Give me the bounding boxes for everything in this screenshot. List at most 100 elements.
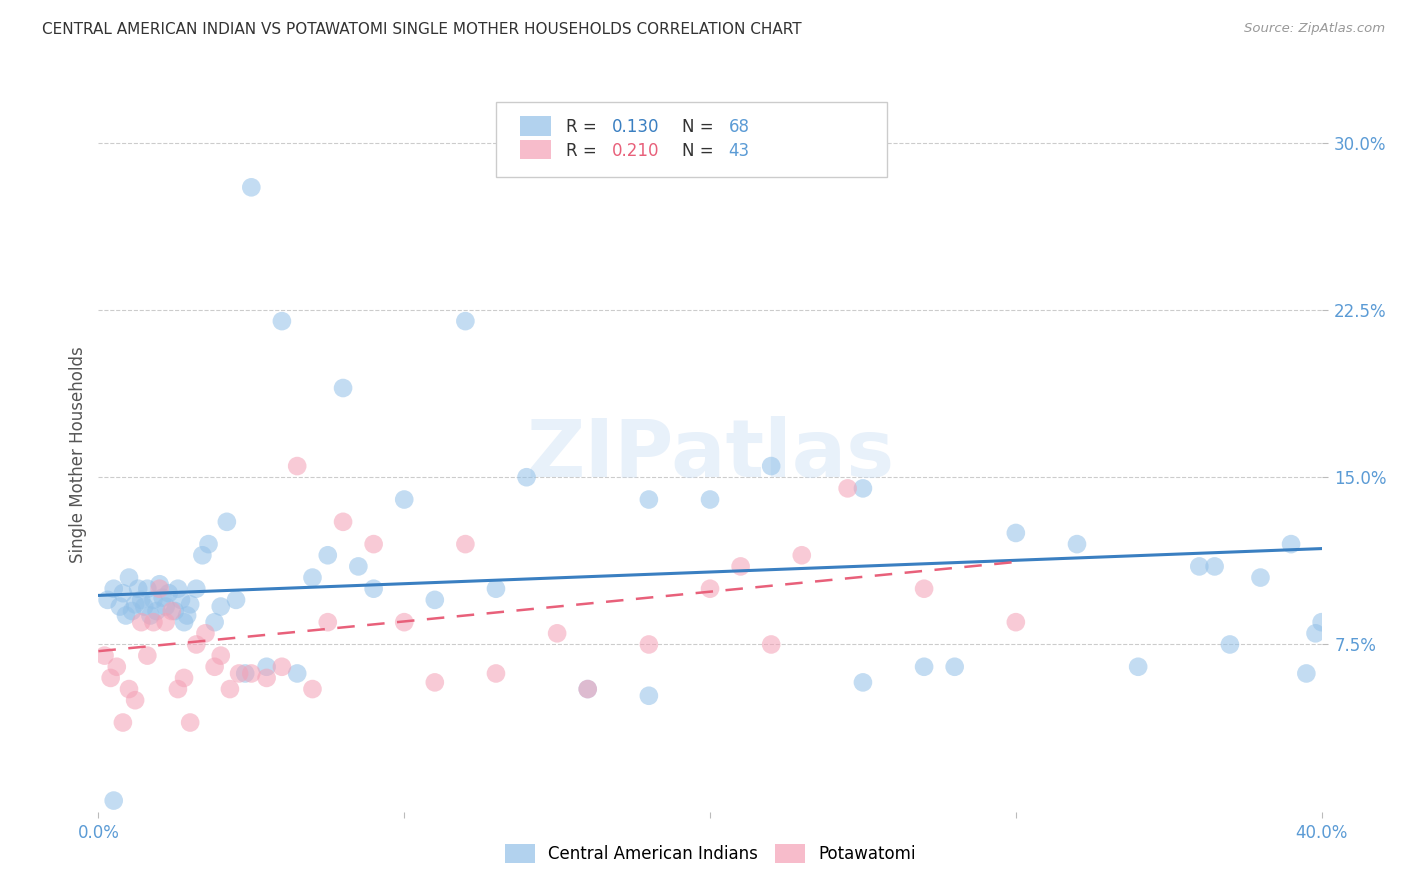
Point xyxy=(197,537,219,551)
Point xyxy=(347,559,370,574)
Point xyxy=(1305,626,1327,640)
Y-axis label: Single Mother Households: Single Mother Households xyxy=(69,347,87,563)
Point xyxy=(115,608,138,623)
Point xyxy=(191,548,214,563)
Point xyxy=(454,537,477,551)
Text: R =: R = xyxy=(565,142,602,160)
Point xyxy=(160,604,183,618)
Point xyxy=(316,548,339,563)
Point xyxy=(1279,537,1302,551)
Point xyxy=(912,582,935,596)
Point xyxy=(546,626,568,640)
Point xyxy=(219,681,242,696)
Point xyxy=(124,693,146,707)
Point xyxy=(118,571,141,585)
Point xyxy=(1128,660,1150,674)
Point xyxy=(454,314,477,328)
Point xyxy=(301,681,323,696)
Point xyxy=(637,637,661,651)
Point xyxy=(142,615,165,630)
Text: CENTRAL AMERICAN INDIAN VS POTAWATOMI SINGLE MOTHER HOUSEHOLDS CORRELATION CHART: CENTRAL AMERICAN INDIAN VS POTAWATOMI SI… xyxy=(42,22,801,37)
Point xyxy=(637,492,661,507)
Point xyxy=(576,681,599,696)
Text: 0.210: 0.210 xyxy=(612,142,659,160)
Text: 68: 68 xyxy=(728,119,749,136)
Point xyxy=(730,559,752,574)
Point xyxy=(167,582,190,596)
Point xyxy=(240,180,263,194)
Point xyxy=(228,666,250,681)
Point xyxy=(1219,637,1241,651)
Point xyxy=(152,591,174,605)
Point xyxy=(127,582,149,596)
FancyBboxPatch shape xyxy=(520,139,551,160)
Point xyxy=(256,660,278,674)
Point xyxy=(699,582,721,596)
Point xyxy=(155,599,177,614)
Point xyxy=(225,592,247,607)
Point xyxy=(392,615,416,630)
Point xyxy=(392,492,416,507)
Point xyxy=(516,470,538,484)
Point xyxy=(256,671,278,685)
Point xyxy=(121,604,143,618)
Point xyxy=(423,592,446,607)
Point xyxy=(912,660,935,674)
Point xyxy=(316,615,339,630)
Point xyxy=(136,582,159,596)
Point xyxy=(186,637,208,651)
Point xyxy=(852,482,875,496)
Text: N =: N = xyxy=(682,142,718,160)
Legend: Central American Indians, Potawatomi: Central American Indians, Potawatomi xyxy=(496,835,924,871)
Point xyxy=(97,592,120,607)
Point xyxy=(233,666,256,681)
Point xyxy=(105,660,128,674)
Point xyxy=(204,660,226,674)
Point xyxy=(1249,571,1271,585)
FancyBboxPatch shape xyxy=(520,116,551,136)
Point xyxy=(139,608,162,623)
Point xyxy=(485,582,508,596)
Point xyxy=(157,586,180,600)
Point xyxy=(759,637,782,651)
Point xyxy=(186,582,208,596)
Point xyxy=(111,586,134,600)
Point xyxy=(179,715,201,730)
Point xyxy=(209,599,232,614)
Point xyxy=(129,615,152,630)
Text: 43: 43 xyxy=(728,142,749,160)
Point xyxy=(790,548,813,563)
Point xyxy=(285,666,308,681)
Point xyxy=(852,675,875,690)
Point xyxy=(332,515,354,529)
Point xyxy=(240,666,263,681)
Point xyxy=(111,715,134,730)
Point xyxy=(215,515,238,529)
Point xyxy=(1295,666,1317,681)
Point xyxy=(149,577,172,591)
Point xyxy=(173,615,195,630)
Text: 0.130: 0.130 xyxy=(612,119,659,136)
Point xyxy=(1066,537,1088,551)
Point xyxy=(134,599,156,614)
Point xyxy=(699,492,721,507)
Point xyxy=(759,459,782,474)
Point xyxy=(142,592,165,607)
Point xyxy=(100,671,122,685)
Text: N =: N = xyxy=(682,119,718,136)
Point xyxy=(194,626,217,640)
Point xyxy=(1188,559,1211,574)
Point xyxy=(485,666,508,681)
Point xyxy=(270,314,292,328)
Point xyxy=(1004,526,1026,541)
Point xyxy=(363,537,385,551)
Point xyxy=(155,615,177,630)
Point xyxy=(204,615,226,630)
Point xyxy=(1004,615,1026,630)
Point xyxy=(270,660,292,674)
Text: ZIPatlas: ZIPatlas xyxy=(526,416,894,494)
Point xyxy=(285,459,308,474)
Point xyxy=(103,582,125,596)
Point xyxy=(363,582,385,596)
Point xyxy=(129,592,152,607)
